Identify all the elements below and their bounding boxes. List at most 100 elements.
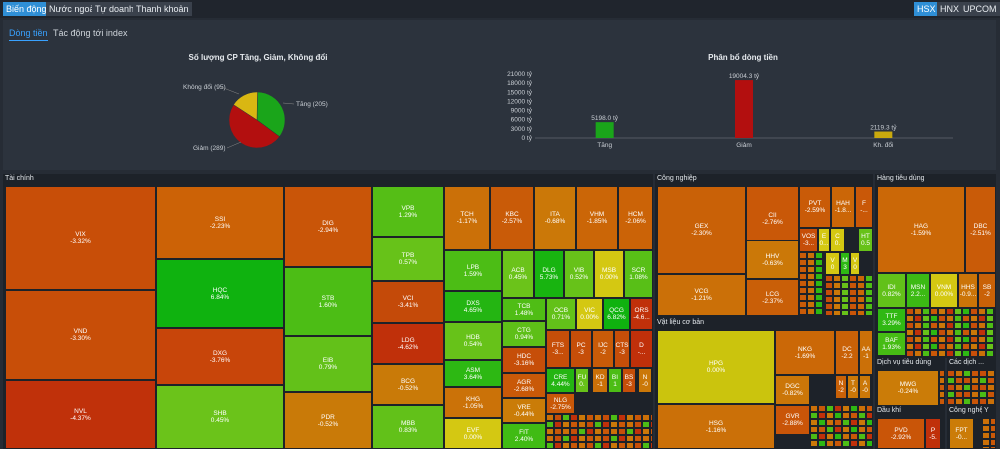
stock-tile[interactable]: DXG -3.76% [156, 328, 284, 385]
stock-tile[interactable]: HDB 0.54% [444, 322, 502, 360]
stock-tile[interactable]: SCR 1.08% [624, 250, 653, 298]
stock-tile-small[interactable] [962, 343, 970, 350]
stock-tile-small[interactable] [962, 336, 970, 343]
stock-tile-small[interactable] [987, 384, 995, 391]
stock-tile-small[interactable] [955, 370, 963, 377]
stock-tile[interactable]: MSN 2.2... [906, 273, 930, 308]
stock-tile-small[interactable] [947, 384, 955, 391]
stock-tile-small[interactable] [914, 329, 922, 336]
stock-tile-small[interactable] [594, 442, 602, 449]
stock-tile-small[interactable] [818, 405, 826, 412]
stock-tile-small[interactable] [570, 442, 578, 449]
stock-tile-small[interactable] [602, 428, 610, 435]
stock-tile-small[interactable] [815, 266, 823, 273]
stock-tile-small[interactable] [841, 282, 849, 289]
stock-tile-small[interactable] [986, 308, 994, 315]
stock-tile-small[interactable] [834, 440, 842, 447]
stock-tile-small[interactable] [610, 421, 618, 428]
stock-tile-small[interactable] [858, 412, 866, 419]
stock-tile-small[interactable] [842, 405, 850, 412]
stock-tile-small[interactable] [650, 421, 653, 428]
stock-tile-small[interactable] [858, 405, 866, 412]
stock-tile-small[interactable] [833, 275, 841, 282]
stock-tile-small[interactable] [618, 428, 626, 435]
stock-tile-small[interactable] [930, 315, 938, 322]
stock-tile[interactable]: HT 0.5 [858, 228, 873, 252]
stock-tile-small[interactable] [955, 398, 963, 405]
stock-tile-small[interactable] [978, 343, 986, 350]
stock-tile-small[interactable] [554, 421, 562, 428]
stock-tile[interactable]: TCH -1.17% [444, 186, 490, 250]
stock-tile-small[interactable] [546, 414, 554, 421]
stock-tile-small[interactable] [954, 350, 962, 357]
stock-tile[interactable]: LCG -2.37% [746, 279, 799, 316]
stock-tile-small[interactable] [939, 398, 945, 405]
stock-tile-small[interactable] [818, 440, 826, 447]
stock-tile-small[interactable] [586, 421, 594, 428]
stock-tile-small[interactable] [906, 315, 914, 322]
stock-tile-small[interactable] [618, 414, 626, 421]
stock-tile-small[interactable] [986, 350, 994, 357]
stock-tile[interactable]: MSB 0.00% [594, 250, 624, 298]
stock-tile[interactable]: LPB 1.59% [444, 250, 502, 291]
stock-tile-small[interactable] [823, 294, 825, 301]
stock-tile-small[interactable] [850, 419, 858, 426]
stock-tile-small[interactable] [823, 301, 825, 308]
stock-tile-small[interactable] [818, 433, 826, 440]
stock-tile-small[interactable] [978, 322, 986, 329]
stock-tile-small[interactable] [963, 377, 971, 384]
stock-tile-small[interactable] [799, 280, 807, 287]
stock-tile-small[interactable] [826, 426, 834, 433]
stock-tile[interactable]: DXS 4.65% [444, 291, 502, 322]
stock-tile-small[interactable] [994, 343, 996, 350]
stock-tile-small[interactable] [990, 418, 996, 425]
exchange-hsx[interactable]: HSX [914, 2, 939, 16]
stock-tile-small[interactable] [634, 428, 642, 435]
stock-tile-small[interactable] [978, 308, 986, 315]
stock-tile-small[interactable] [970, 329, 978, 336]
stock-tile-small[interactable] [914, 315, 922, 322]
stock-tile-small[interactable] [954, 343, 962, 350]
stock-tile-small[interactable] [833, 310, 841, 316]
stock-tile[interactable]: E 0... [818, 228, 830, 252]
tab-thanh-khoan[interactable]: Thanh khoản [133, 2, 192, 16]
tab-nuoc-ngoai[interactable]: Nước ngoài [46, 2, 100, 16]
stock-tile-small[interactable] [947, 391, 955, 398]
stock-tile-small[interactable] [810, 412, 818, 419]
stock-tile-small[interactable] [570, 428, 578, 435]
stock-tile[interactable]: IDI 0.82% [877, 273, 906, 308]
stock-tile-small[interactable] [865, 282, 873, 289]
stock-tile-small[interactable] [799, 308, 807, 315]
stock-tile-small[interactable] [842, 419, 850, 426]
stock-tile-small[interactable] [825, 275, 833, 282]
stock-tile-small[interactable] [986, 322, 994, 329]
stock-tile-small[interactable] [833, 296, 841, 303]
stock-tile-small[interactable] [594, 414, 602, 421]
stock-tile-small[interactable] [858, 426, 866, 433]
stock-tile-small[interactable] [914, 336, 922, 343]
stock-tile-small[interactable] [978, 315, 986, 322]
stock-tile[interactable]: HCM -2.06% [618, 186, 653, 250]
stock-tile-small[interactable] [849, 289, 857, 296]
stock-tile[interactable]: TPB 0.57% [372, 237, 444, 281]
stock-tile[interactable]: PVD -2.92% [877, 418, 925, 449]
stock-tile-small[interactable] [807, 294, 815, 301]
stock-tile-small[interactable] [610, 442, 618, 449]
stock-tile[interactable]: N -2 [835, 375, 847, 399]
stock-tile-small[interactable] [815, 308, 823, 315]
stock-tile-small[interactable] [938, 329, 946, 336]
stock-tile[interactable]: ACB 0.45% [502, 250, 534, 298]
stock-tile-small[interactable] [810, 419, 818, 426]
stock-tile-small[interactable] [842, 440, 850, 447]
stock-tile[interactable]: EIB 0.79% [284, 336, 372, 392]
stock-tile[interactable]: GVR -2.88% [775, 405, 810, 435]
stock-tile-small[interactable] [906, 322, 914, 329]
stock-tile-small[interactable] [834, 412, 842, 419]
stock-tile-small[interactable] [810, 433, 818, 440]
stock-tile[interactable]: D -... [630, 330, 653, 368]
stock-tile-small[interactable] [562, 428, 570, 435]
stock-tile-small[interactable] [650, 442, 653, 449]
stock-tile-small[interactable] [970, 336, 978, 343]
stock-tile-small[interactable] [930, 308, 938, 315]
stock-tile-small[interactable] [990, 425, 996, 432]
